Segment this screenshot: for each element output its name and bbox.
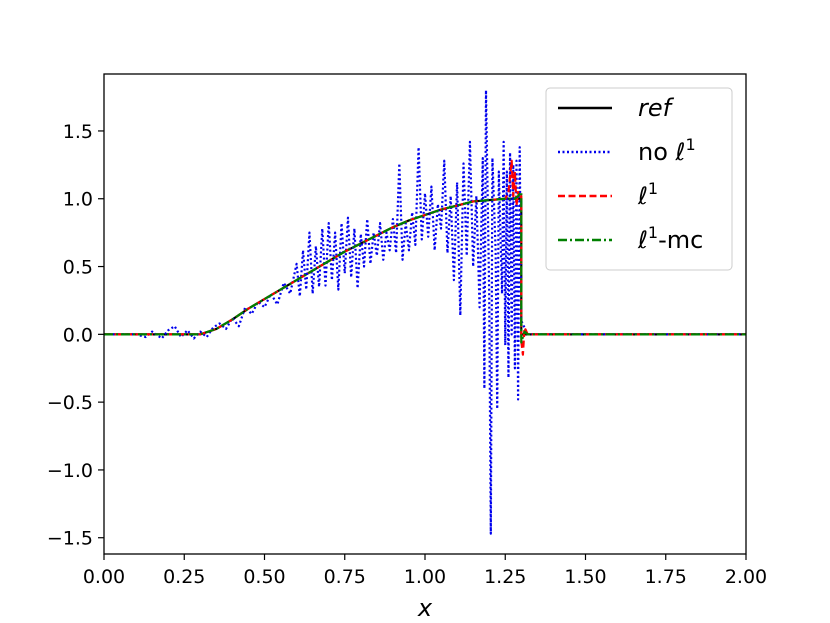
y-tick-label: 1.5 bbox=[63, 121, 93, 143]
x-tick-label: 1.00 bbox=[404, 566, 446, 588]
x-axis-label: x bbox=[417, 594, 433, 622]
x-tick-label: 2.00 bbox=[725, 566, 767, 588]
x-tick-label: 0.50 bbox=[243, 566, 285, 588]
legend-label-3: ℓ1-mc bbox=[637, 223, 703, 254]
x-tick-label: 0.75 bbox=[324, 566, 366, 588]
legend-label-1: no ℓ1 bbox=[638, 135, 696, 166]
series-line-3 bbox=[104, 190, 746, 344]
y-tick-label: −0.5 bbox=[47, 392, 93, 414]
y-tick-label: 0.5 bbox=[63, 257, 93, 279]
legend-label-0: ref bbox=[638, 94, 675, 122]
legend: ref no ℓ1 ℓ1 ℓ1-mc bbox=[545, 87, 733, 271]
x-tick-label: 1.75 bbox=[645, 566, 687, 588]
y-tick-label: 0.0 bbox=[63, 324, 93, 346]
y-tick-label: −1.0 bbox=[47, 460, 93, 482]
legend-box bbox=[545, 87, 733, 271]
x-tick-label: 0.25 bbox=[163, 566, 205, 588]
series-line-1 bbox=[104, 89, 746, 535]
x-tick-label: 1.25 bbox=[484, 566, 526, 588]
series-line-2 bbox=[104, 159, 746, 356]
y-tick-label: 1.0 bbox=[63, 189, 93, 211]
series-layer bbox=[104, 89, 746, 535]
y-tick-label: −1.5 bbox=[47, 528, 93, 550]
x-tick-label: 0.00 bbox=[83, 566, 125, 588]
ticks-layer: 0.00 0.25 0.50 0.75 1.00 1.25 1.50 1.75 2.00 −1.5… bbox=[47, 121, 767, 588]
legend-label-2: ℓ1 bbox=[637, 179, 658, 210]
x-tick-label: 1.50 bbox=[564, 566, 606, 588]
